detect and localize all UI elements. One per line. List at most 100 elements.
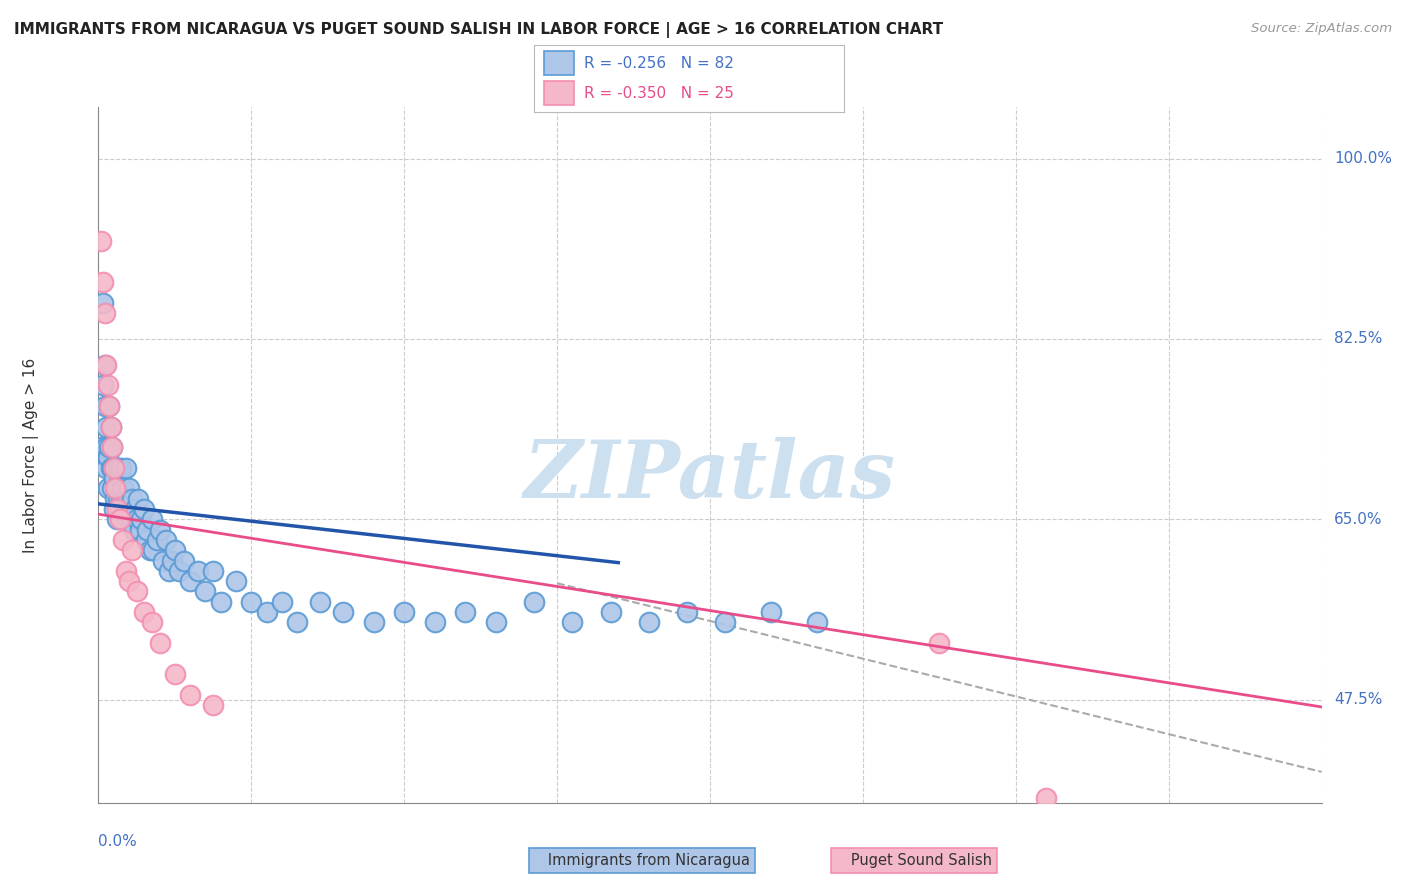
Text: ZIPatlas: ZIPatlas — [524, 437, 896, 515]
Point — [97, 450, 120, 465]
Text: 0.0%: 0.0% — [98, 834, 138, 849]
Point — [93, 358, 115, 372]
Point — [256, 605, 278, 619]
Point — [98, 399, 121, 413]
Point — [101, 482, 124, 496]
Point — [101, 460, 124, 475]
Point — [105, 502, 128, 516]
Point — [97, 482, 120, 496]
Point — [110, 491, 132, 506]
Point — [117, 491, 139, 506]
Point — [118, 482, 141, 496]
Point — [637, 615, 661, 630]
Text: 65.0%: 65.0% — [1334, 512, 1382, 527]
Point — [100, 419, 122, 434]
Point — [129, 512, 152, 526]
Point — [392, 605, 416, 619]
Point — [101, 440, 124, 454]
Point — [104, 482, 127, 496]
Point — [93, 306, 115, 320]
Point — [108, 512, 131, 526]
Point — [90, 440, 112, 454]
Point — [98, 399, 121, 413]
Text: 47.5%: 47.5% — [1334, 692, 1382, 707]
Point — [91, 296, 114, 310]
Point — [173, 553, 195, 567]
Point — [134, 502, 156, 516]
Point — [160, 553, 183, 567]
Point — [91, 275, 114, 289]
Point — [104, 460, 127, 475]
Point — [240, 595, 263, 609]
Point — [179, 688, 201, 702]
Point — [209, 595, 232, 609]
Point — [149, 523, 172, 537]
Point — [121, 543, 143, 558]
Point — [561, 615, 583, 630]
Point — [124, 502, 146, 516]
Point — [127, 491, 149, 506]
Point — [194, 584, 217, 599]
Point — [285, 615, 308, 630]
Point — [134, 605, 156, 619]
Point — [676, 605, 699, 619]
Point — [100, 419, 122, 434]
Point — [103, 460, 125, 475]
Point — [120, 512, 142, 526]
Point — [714, 615, 737, 630]
Point — [111, 533, 134, 547]
Text: R = -0.256   N = 82: R = -0.256 N = 82 — [583, 56, 734, 70]
Text: 82.5%: 82.5% — [1334, 332, 1382, 346]
Bar — [544, 81, 575, 104]
Point — [363, 615, 385, 630]
Point — [107, 491, 129, 506]
Point — [125, 584, 148, 599]
Point — [928, 636, 950, 650]
Point — [94, 460, 117, 475]
Text: Puget Sound Salish: Puget Sound Salish — [837, 854, 991, 868]
Point — [142, 543, 165, 558]
Point — [523, 595, 546, 609]
Point — [111, 482, 134, 496]
Point — [163, 543, 186, 558]
Point — [152, 553, 174, 567]
Point — [179, 574, 201, 589]
Point — [806, 615, 828, 630]
Point — [104, 491, 127, 506]
Point — [187, 564, 209, 578]
Point — [332, 605, 354, 619]
Bar — [544, 52, 575, 75]
Point — [105, 482, 128, 496]
Point — [759, 605, 782, 619]
Point — [309, 595, 332, 609]
Point — [202, 698, 225, 712]
Point — [139, 543, 162, 558]
Point — [155, 533, 177, 547]
Point — [121, 491, 143, 506]
Point — [108, 502, 131, 516]
Point — [90, 234, 112, 248]
Point — [98, 440, 121, 454]
Text: R = -0.350   N = 25: R = -0.350 N = 25 — [583, 86, 734, 101]
Point — [103, 502, 125, 516]
Point — [110, 460, 132, 475]
Point — [115, 564, 138, 578]
Point — [128, 523, 150, 537]
Text: 100.0%: 100.0% — [1334, 151, 1392, 166]
Point — [94, 358, 117, 372]
Point — [93, 399, 115, 413]
Point — [599, 605, 621, 619]
Point — [91, 378, 114, 392]
Point — [100, 460, 122, 475]
Point — [225, 574, 247, 589]
Point — [270, 595, 292, 609]
Point — [118, 574, 141, 589]
Point — [136, 523, 159, 537]
Point — [97, 378, 120, 392]
Point — [107, 460, 129, 475]
Point — [135, 533, 157, 547]
Point — [157, 564, 180, 578]
Point — [112, 491, 135, 506]
Text: IMMIGRANTS FROM NICARAGUA VS PUGET SOUND SALISH IN LABOR FORCE | AGE > 16 CORREL: IMMIGRANTS FROM NICARAGUA VS PUGET SOUND… — [14, 22, 943, 38]
Text: Source: ZipAtlas.com: Source: ZipAtlas.com — [1251, 22, 1392, 36]
